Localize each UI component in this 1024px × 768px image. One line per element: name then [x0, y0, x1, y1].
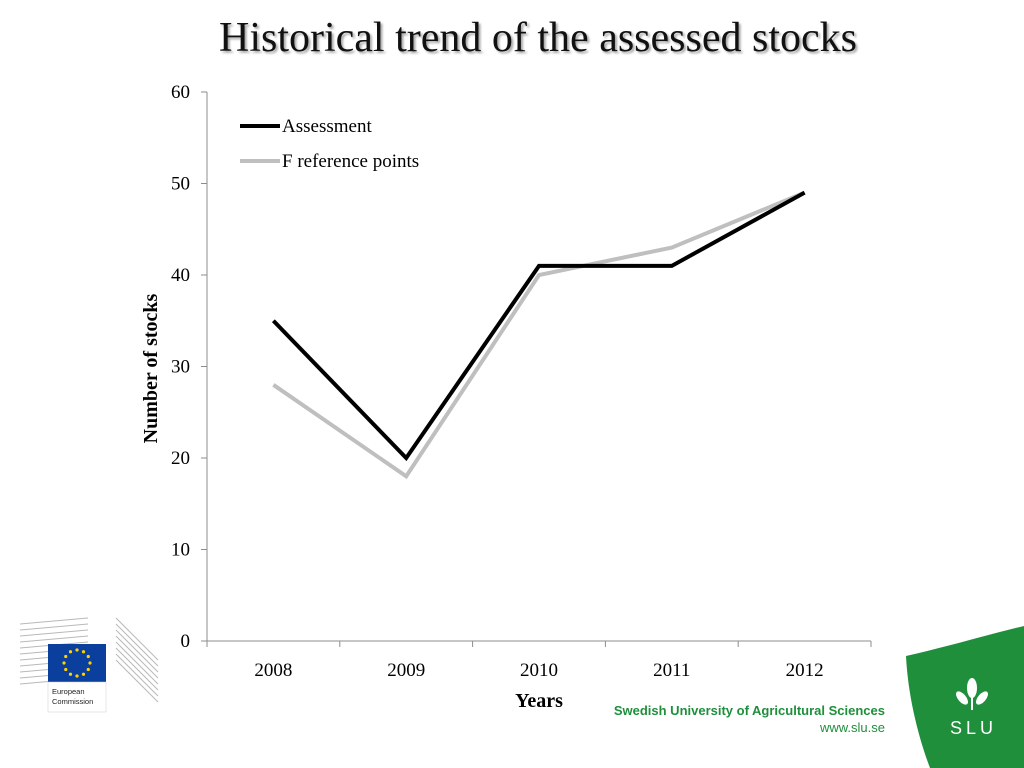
eu-star	[64, 667, 68, 672]
y-tick-label: 10	[171, 540, 190, 561]
eu-star	[68, 650, 73, 654]
slu-logo: SLU	[906, 626, 1024, 768]
leaf-icon	[956, 678, 988, 710]
eu-star	[88, 661, 92, 665]
x-tick-label: 2009	[387, 660, 425, 681]
legend-label: F reference points	[282, 151, 419, 172]
eu-star	[81, 650, 86, 654]
y-tick-label: 0	[181, 631, 191, 652]
eu-star	[86, 654, 90, 659]
y-tick-label: 30	[171, 357, 190, 378]
ec-logo-text-line2: Commission	[52, 697, 93, 706]
institution-name: Swedish University of Agricultural Scien…	[613, 703, 885, 718]
ec-logo-text-line1: European	[52, 687, 85, 696]
eu-star	[68, 672, 73, 676]
eu-star	[75, 674, 79, 678]
x-tick-label: 2011	[653, 660, 690, 681]
x-tick-label: 2008	[254, 660, 292, 681]
y-tick-label: 50	[171, 174, 190, 195]
eu-star	[81, 672, 86, 676]
institution-url: www.slu.se	[819, 720, 885, 735]
eu-star	[64, 654, 68, 659]
x-axis-title: Years	[515, 690, 563, 712]
legend-label: Assessment	[282, 116, 372, 137]
eu-star	[62, 661, 66, 665]
x-tick-label: 2010	[520, 660, 558, 681]
y-tick-label: 40	[171, 265, 190, 286]
eu-star	[86, 667, 90, 672]
slide-title: Historical trend of the assessed stocks	[218, 15, 858, 61]
y-tick-label: 60	[171, 82, 190, 103]
series-line-0	[271, 190, 806, 462]
european-commission-logo: European Commission	[19, 617, 159, 713]
y-tick-label: 20	[171, 448, 190, 469]
x-tick-label: 2012	[786, 660, 824, 681]
slu-logo-text: SLU	[950, 718, 997, 738]
y-axis-title: Number of stocks	[140, 293, 162, 443]
eu-star	[75, 648, 79, 652]
